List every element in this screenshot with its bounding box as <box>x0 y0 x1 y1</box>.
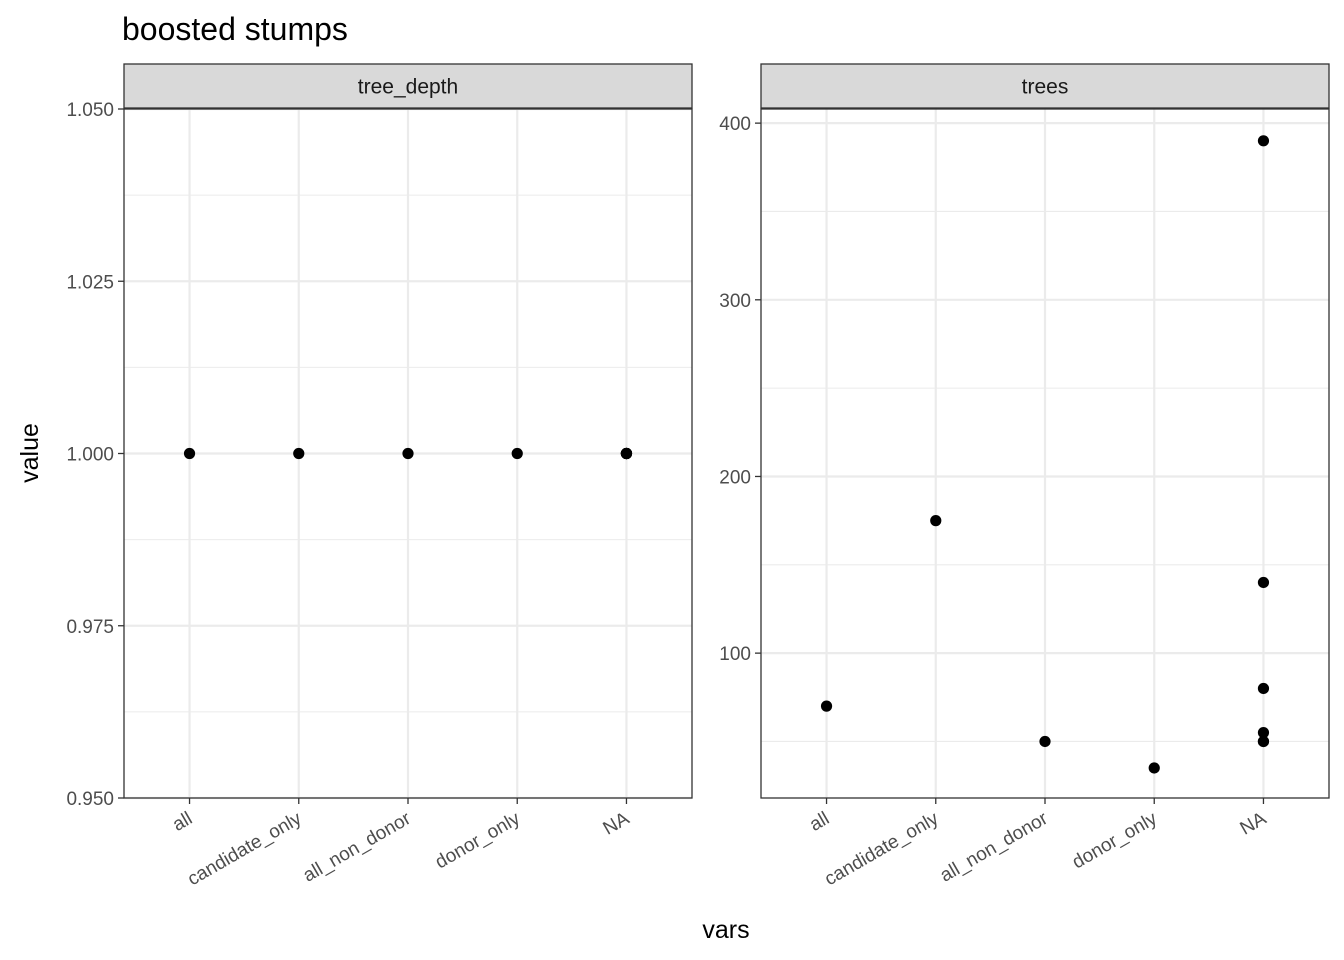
y-tick-label: 0.975 <box>66 617 114 638</box>
y-tick-label: 0.950 <box>66 789 114 810</box>
facet-trees: trees 100 200 300 400 allcandidate_onlyall_no… <box>719 63 1330 890</box>
x-tick-label: NA <box>600 808 634 840</box>
data-point <box>1257 576 1270 589</box>
y-tick-label: 400 <box>719 114 751 135</box>
x-tick-label: candidate_only <box>821 808 943 890</box>
data-point <box>1257 735 1270 748</box>
chart-title: boosted stumps <box>122 11 348 47</box>
x-tick-label: all_non_donor <box>300 808 415 887</box>
x-tick-label: all <box>169 808 196 836</box>
data-point <box>1039 735 1051 748</box>
y-tick-label: 1.050 <box>66 100 114 121</box>
data-point <box>1257 682 1270 695</box>
data-point <box>620 447 633 460</box>
facet-strip-label: trees <box>1022 76 1069 99</box>
x-tick-label: all <box>806 808 833 836</box>
data-point <box>402 447 414 460</box>
data-point <box>293 447 305 460</box>
facet-tree-depth: tree_depth 0.950 0.975 1.000 1.025 1.050 allca… <box>66 63 693 890</box>
data-point <box>930 515 942 527</box>
x-axis-title: vars <box>702 916 749 944</box>
y-axis-title: value <box>16 423 44 483</box>
facet-strip-label: tree_depth <box>358 76 458 99</box>
facet-strip <box>760 63 1330 109</box>
x-tick-label: candidate_only <box>184 808 306 890</box>
data-point <box>1257 135 1270 147</box>
x-tick-label: donor_only <box>432 808 524 873</box>
y-tick-label: 100 <box>719 644 751 665</box>
y-tick-label: 200 <box>719 467 751 488</box>
data-point <box>1148 762 1160 774</box>
facet-panels: tree_depth0.9500.9751.0001.0251.050allca… <box>66 63 1330 890</box>
data-point <box>1257 727 1270 739</box>
x-tick-label: donor_only <box>1069 808 1161 873</box>
data-point <box>820 700 833 712</box>
facet-strip <box>123 63 693 109</box>
data-point <box>511 447 523 460</box>
x-tick-label: all_non_donor <box>937 808 1052 887</box>
data-point <box>183 447 196 460</box>
y-tick-label: 300 <box>719 291 751 312</box>
y-tick-label: 1.000 <box>66 445 114 466</box>
y-tick-label: 1.025 <box>66 272 114 293</box>
x-tick-label: NA <box>1237 808 1271 840</box>
